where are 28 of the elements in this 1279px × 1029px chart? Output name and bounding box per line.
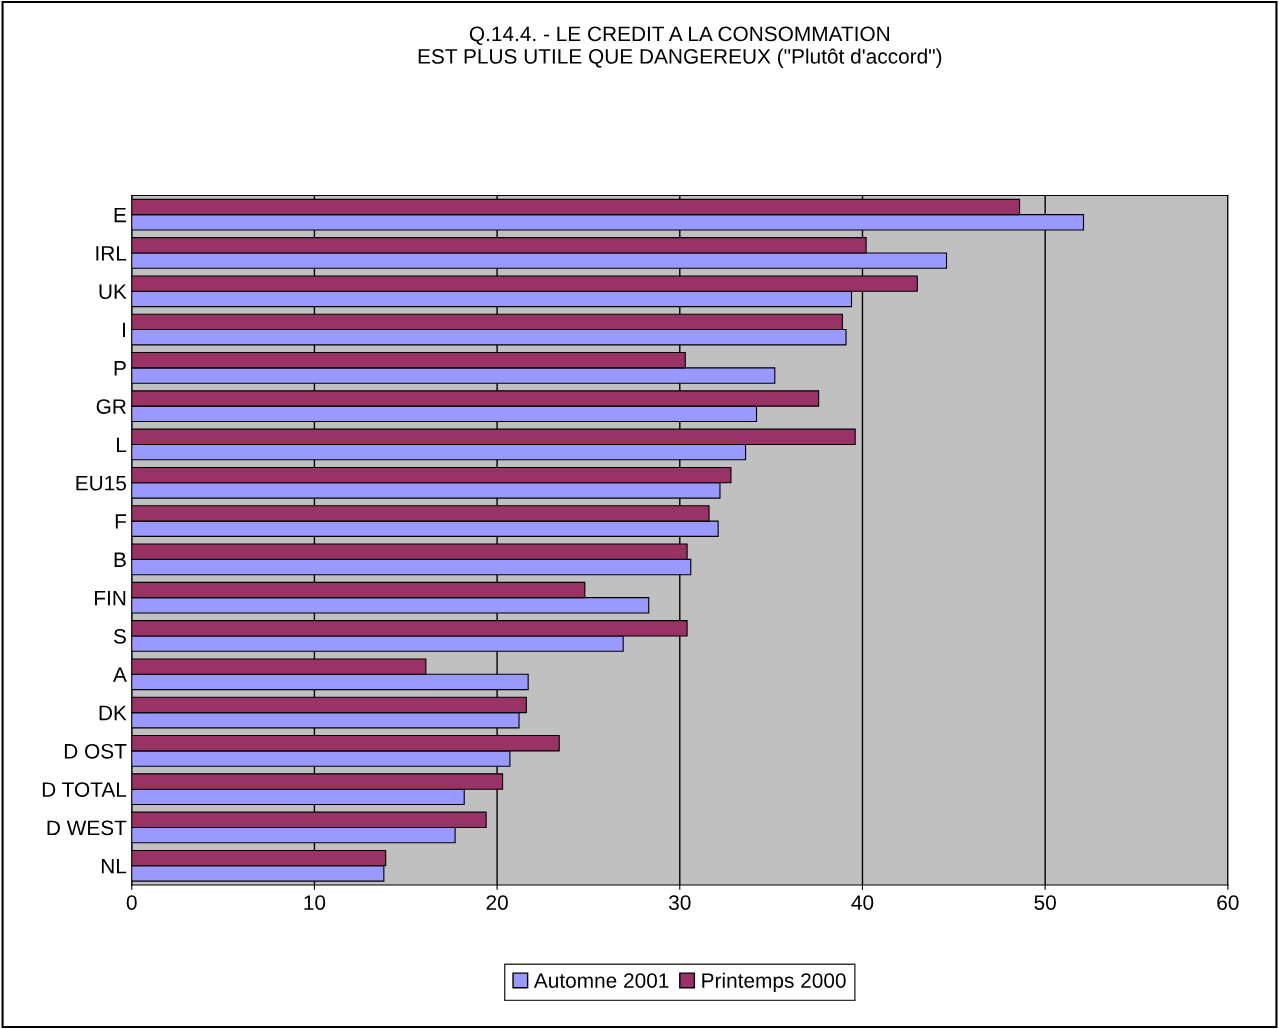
x-tick-label: 0 <box>126 895 137 910</box>
x-tick-label: 40 <box>851 895 874 910</box>
y-tick-label: D TOTAL <box>42 782 127 797</box>
y-tick-label: DK <box>99 705 127 721</box>
y-tick-label: P <box>114 361 126 376</box>
x-tick-label: 10 <box>304 895 326 910</box>
x-tick-label: 60 <box>1217 895 1239 910</box>
y-tick-label: A <box>113 667 127 682</box>
y-tick-label: L <box>117 437 127 453</box>
y-tick-label: EU15 <box>76 475 126 491</box>
x-tick-label: 30 <box>669 895 691 910</box>
y-tick-label: D WEST <box>47 820 127 836</box>
x-tick-label: 50 <box>1034 895 1056 910</box>
y-tick-label: FIN <box>95 590 126 606</box>
y-tick-label: E <box>114 207 126 223</box>
y-tick-label: S <box>113 628 126 644</box>
legend-label: Automne 2001 <box>533 973 669 988</box>
y-tick-label: IRL <box>96 246 127 261</box>
y-tick-label: D OST <box>64 743 127 759</box>
y-tick-label: F <box>115 514 127 529</box>
legend-label: Printemps 2000 <box>702 972 846 993</box>
y-tick-label: GR <box>96 399 126 414</box>
y-tick-label: NL <box>101 859 127 874</box>
y-tick-label: B <box>114 552 126 567</box>
y-tick-label: I <box>123 322 125 338</box>
x-tick-label: 20 <box>486 895 508 910</box>
chart-title: Q.14.4. - LE CREDIT A LA CONSOMMATION EST PLUS UTILE QUE DANGEREUX ("Plutôt d'accord") <box>418 26 942 68</box>
y-tick-label: UK <box>99 284 127 300</box>
